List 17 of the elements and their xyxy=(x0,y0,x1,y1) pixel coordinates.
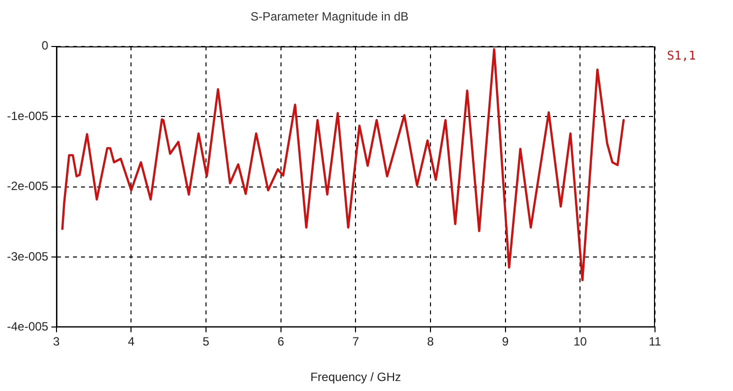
x-tick-label: 6 xyxy=(278,334,285,349)
x-tick-label: 5 xyxy=(202,334,210,349)
x-axis-title: Frequency / GHz xyxy=(310,370,402,384)
x-tick-label: 11 xyxy=(648,334,662,349)
x-tick-label: 4 xyxy=(128,334,135,349)
y-tick-label: -2e-005 xyxy=(6,179,49,194)
y-tick-label: -3e-005 xyxy=(6,249,49,264)
chart-title: S-Parameter Magnitude in dB xyxy=(250,10,409,24)
x-tick-label: 7 xyxy=(352,334,360,349)
y-tick-label: -1e-005 xyxy=(6,108,49,123)
x-tick-label: 8 xyxy=(427,334,434,349)
y-tick-label: 0 xyxy=(42,38,49,53)
x-tick-label: 9 xyxy=(502,334,509,349)
x-tick-label: 3 xyxy=(53,334,60,349)
y-tick-label: -4e-005 xyxy=(6,320,49,334)
x-tick-label: 10 xyxy=(573,334,588,349)
text: S1,1 xyxy=(667,48,696,63)
